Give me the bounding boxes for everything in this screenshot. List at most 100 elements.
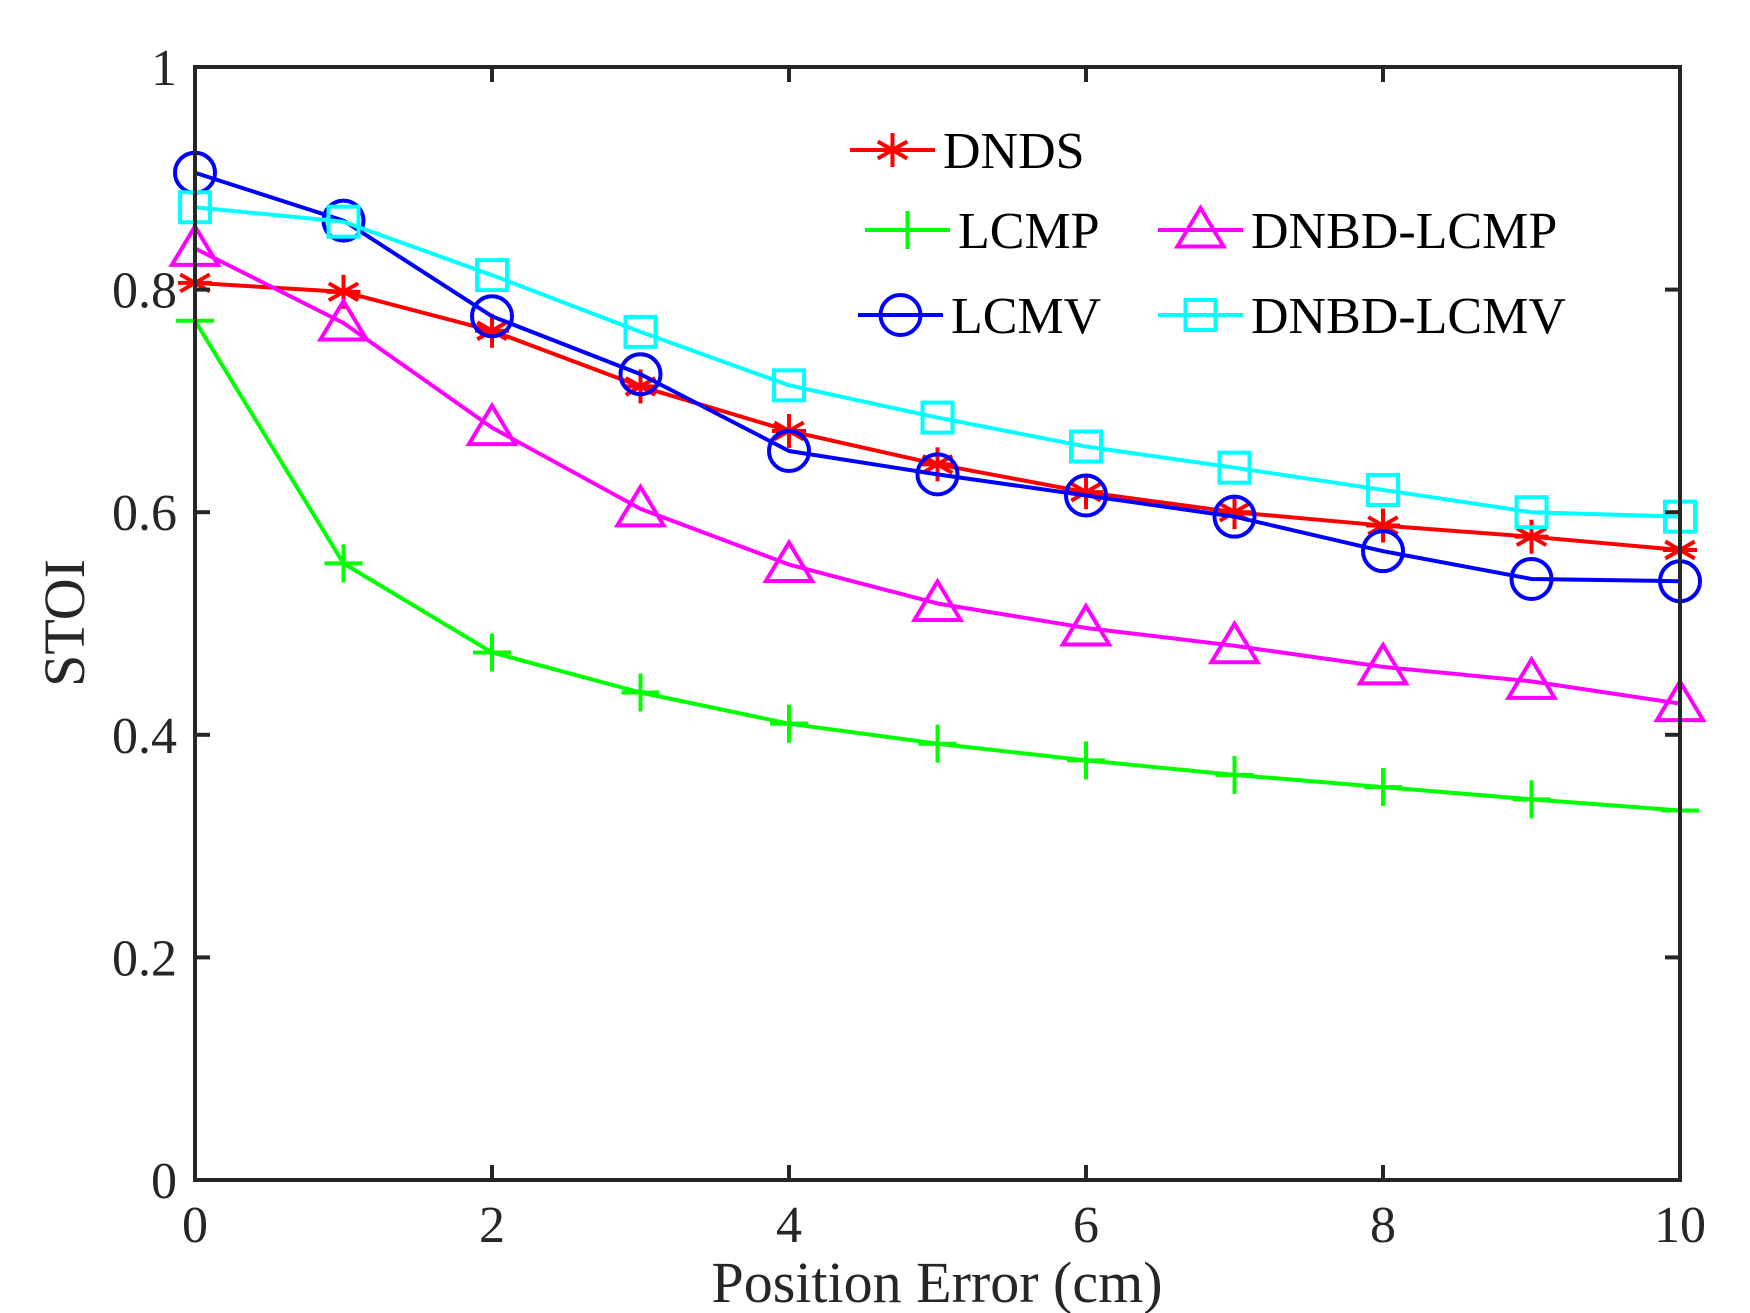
legend-entry-lcmv: LCMV <box>858 288 1101 345</box>
point-lcmv-7-shape <box>1212 494 1257 539</box>
point-lcmv-4-shape <box>767 428 811 473</box>
point-dnbd-lcmp-8-shape <box>1356 641 1410 686</box>
point-dnbd-lcmv-4 <box>772 368 806 403</box>
point-dnbd-lcmp-3 <box>613 482 668 528</box>
x-axis-label: Position Error (cm) <box>711 1250 1162 1313</box>
plot-frame <box>193 65 1682 1182</box>
y-tick-label: 0.8 <box>112 263 177 320</box>
point-lcmp-4 <box>770 704 808 743</box>
point-dnbd-lcmp-7-shape <box>1207 619 1262 665</box>
series-layer <box>168 150 1707 830</box>
point-dnbd-lcmv-8-shape <box>1366 472 1400 507</box>
legend-label-lcmv: LCMV <box>951 288 1101 345</box>
point-lcmv-2 <box>470 294 514 339</box>
legend-label-dnds: DNDS <box>943 123 1085 180</box>
legend-marker-dnbd-lcmv-shape <box>1183 298 1218 332</box>
y-tick-label: 0.2 <box>112 930 177 987</box>
legend-entry-dnbd-lcmp: DNBD-LCMP <box>1158 203 1557 260</box>
point-dnbd-lcmp-4 <box>762 538 816 584</box>
series-lcmv <box>173 150 1702 604</box>
tick-layer: 0 2 4 6 8 10 0 0.2 0.4 0.6 0.8 1 <box>112 40 1706 1254</box>
point-lcmp-7 <box>1215 755 1254 794</box>
point-dnbd-lcmv-2 <box>475 258 509 293</box>
point-lcmp-1 <box>324 544 363 583</box>
legend-entry-dnbd-lcmv: DNBD-LCMV <box>1158 288 1566 345</box>
y-tick-label: 1 <box>151 40 177 97</box>
point-lcmp-3 <box>621 673 660 712</box>
legend-label-dnbd-lcmv: DNBD-LCMV <box>1251 288 1566 345</box>
point-lcmp-9 <box>1512 780 1551 819</box>
point-lcmp-6 <box>1067 741 1105 780</box>
point-dnbd-lcmv-5 <box>920 400 955 435</box>
point-dnds-8 <box>1366 508 1400 543</box>
series-dnds <box>178 265 1697 568</box>
point-dnbd-lcmp-5-shape <box>910 577 965 622</box>
y-axis-label: STOI <box>32 559 97 687</box>
point-dnbd-lcmv-6 <box>1069 429 1103 464</box>
x-tick-label: 4 <box>776 1197 802 1254</box>
legend-marker-dnbd-lcmp <box>1173 204 1228 249</box>
point-dnbd-lcmv-8 <box>1366 472 1400 507</box>
point-lcmv-6-shape <box>1064 473 1108 518</box>
point-lcmv-4 <box>767 428 811 473</box>
point-dnbd-lcmp-8 <box>1356 641 1410 686</box>
point-lcmv-9 <box>1509 556 1554 601</box>
x-tick-label: 2 <box>479 1197 505 1254</box>
point-lcmv-5 <box>915 452 960 497</box>
point-dnbd-lcmv-6-shape <box>1069 429 1103 464</box>
point-lcmv-3 <box>618 352 663 397</box>
point-dnbd-lcmv-5-shape <box>920 400 955 435</box>
point-dnbd-lcmp-6-shape <box>1059 602 1113 647</box>
point-lcmv-8 <box>1361 529 1405 574</box>
legend-entry-dnds: DNDS <box>850 123 1085 180</box>
point-lcmv-8-shape <box>1361 529 1405 574</box>
legend-entry-lcmp: LCMP <box>865 203 1100 260</box>
point-lcmv-9-shape <box>1509 556 1554 601</box>
legend-label-dnbd-lcmp: DNBD-LCMP <box>1251 203 1557 260</box>
legend: DNDS LCMP DNBD-LCMP LCMV DNBD-LCMV <box>850 123 1566 345</box>
legend-marker-dnds <box>875 133 910 167</box>
point-dnbd-lcmp-1-shape <box>316 297 371 342</box>
series-lcmp <box>176 301 1699 830</box>
point-dnbd-lcmp-3-shape <box>613 482 668 528</box>
y-tick-label: 0 <box>151 1153 177 1210</box>
point-dnbd-lcmv-9-shape <box>1514 495 1549 530</box>
series-dnbd-lcmv <box>178 190 1697 534</box>
point-dnbd-lcmp-9 <box>1504 655 1559 700</box>
x-tick-label: 0 <box>182 1197 208 1254</box>
point-lcmp-2 <box>473 633 511 672</box>
y-tick-label: 0.4 <box>112 708 177 765</box>
point-lcmp-5 <box>918 724 957 763</box>
x-tick-label: 8 <box>1370 1197 1396 1254</box>
legend-marker-lcmv-shape <box>878 293 923 337</box>
point-dnbd-lcmv-7-shape <box>1217 450 1252 485</box>
point-dnbd-lcmv-3-shape <box>623 314 658 349</box>
point-dnbd-lcmp-7 <box>1207 619 1262 665</box>
legend-marker-lcmv <box>878 293 923 337</box>
x-tick-label: 6 <box>1073 1197 1099 1254</box>
legend-marker-dnbd-lcmv <box>1183 298 1218 332</box>
point-dnbd-lcmp-2-shape <box>465 401 519 447</box>
series-line-dnbd-lcmp <box>194 246 1681 706</box>
point-dnbd-lcmv-3 <box>623 314 658 349</box>
point-dnbd-lcmv-2-shape <box>475 258 509 293</box>
point-lcmv-3-shape <box>618 352 663 397</box>
series-dnbd-lcmp <box>168 222 1707 723</box>
point-lcmv-2-shape <box>470 294 514 339</box>
point-dnbd-lcmp-4-shape <box>762 538 816 584</box>
series-line-dnbd-lcmv <box>194 205 1681 519</box>
point-lcmv-5-shape <box>915 452 960 497</box>
point-dnbd-lcmv-1-shape <box>326 204 361 239</box>
point-dnbd-lcmp-9-shape <box>1504 655 1559 700</box>
x-tick-label: 10 <box>1654 1197 1706 1254</box>
point-lcmv-7 <box>1212 494 1257 539</box>
legend-marker-dnbd-lcmp-shape <box>1173 204 1228 249</box>
point-dnbd-lcmv-1 <box>326 204 361 239</box>
point-dnbd-lcmp-5 <box>910 577 965 622</box>
series-line-lcmv <box>194 170 1681 584</box>
point-dnbd-lcmp-6 <box>1059 602 1113 647</box>
point-dnbd-lcmp-1 <box>316 297 371 342</box>
y-tick-label: 0.6 <box>112 485 177 542</box>
